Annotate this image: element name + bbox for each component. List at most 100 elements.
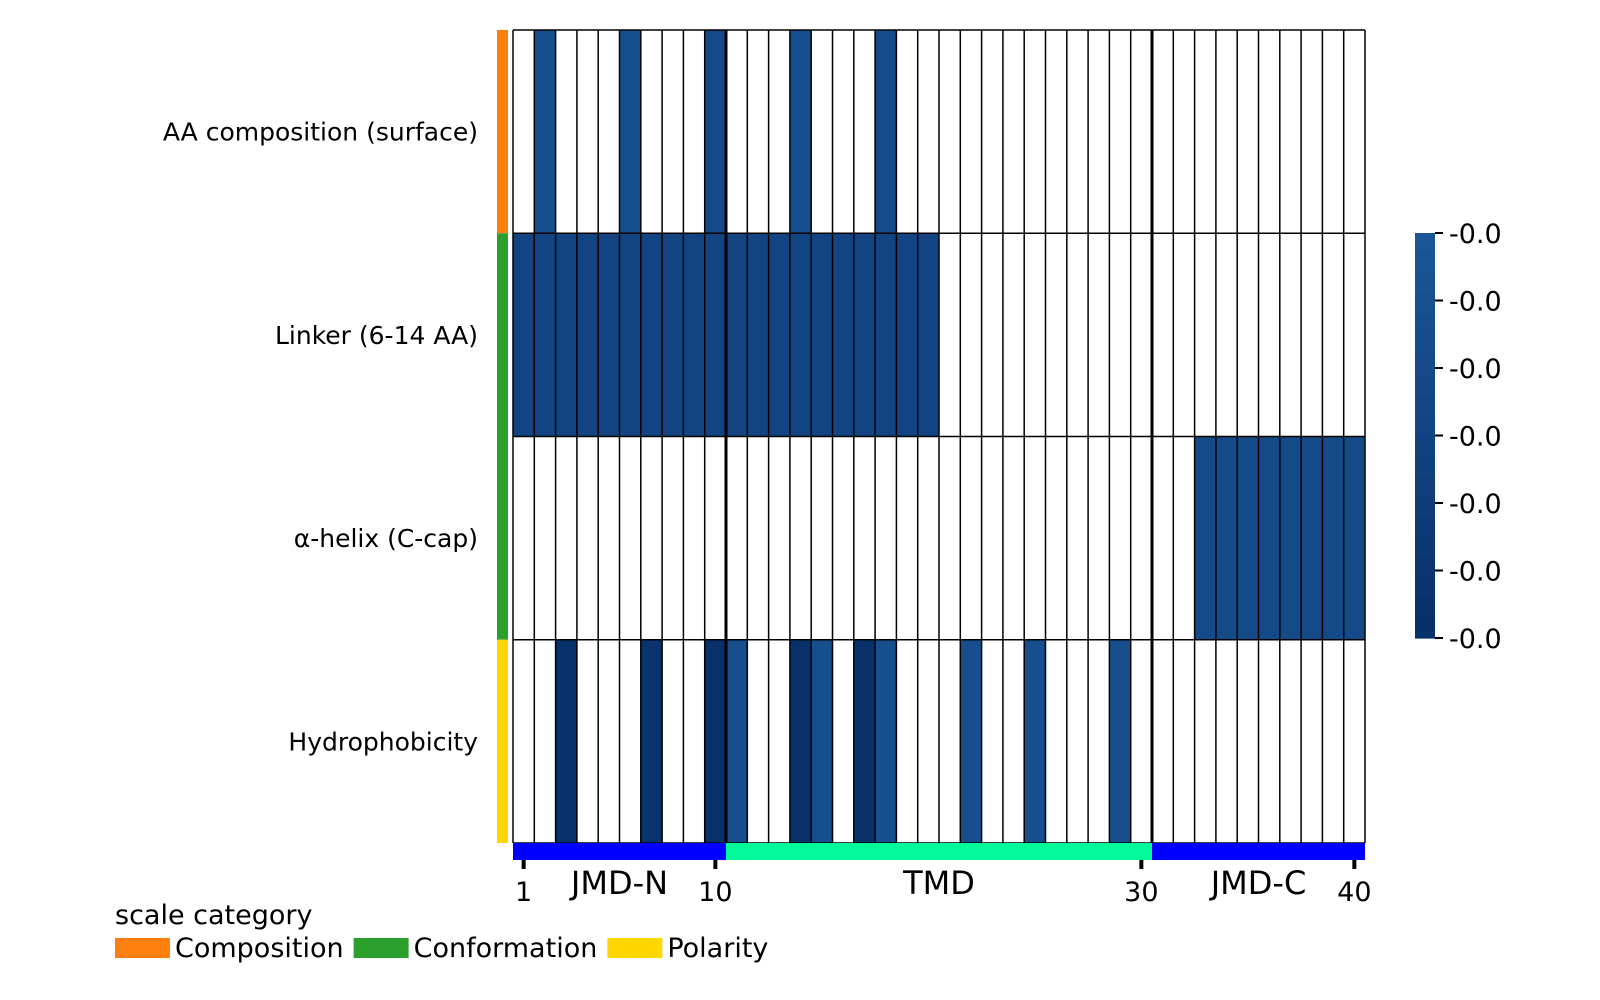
colorbar-segment	[1415, 293, 1435, 315]
colorbar-tick-label: -0.0	[1449, 489, 1502, 520]
colorbar-tick-label: -0.0	[1449, 354, 1502, 385]
heatmap-cell	[832, 233, 854, 437]
x-tick-label: 30	[1124, 877, 1158, 908]
row-labels: AA composition (surface) Linker (6-14 AA)…	[163, 118, 478, 757]
heatmap-cell	[917, 233, 939, 437]
heatmap-cell	[789, 30, 812, 234]
x-tick-label: 10	[698, 877, 732, 908]
heatmap-cell	[853, 233, 876, 437]
heatmap-cell	[811, 233, 833, 437]
part-bar	[1152, 843, 1365, 860]
colorbar-segment	[1415, 536, 1435, 558]
heatmap-cell	[704, 639, 726, 843]
heatmap-cell	[1109, 639, 1131, 843]
heatmap-cell	[1237, 436, 1259, 640]
colorbar-segment	[1415, 233, 1435, 254]
legend-swatch	[353, 938, 409, 958]
x-tick-label: 1	[515, 877, 532, 908]
heatmap-cell	[1301, 436, 1323, 640]
heatmap-cell	[619, 233, 641, 437]
row-label: AA composition (surface)	[163, 118, 478, 147]
heatmap-cell	[555, 639, 577, 843]
legend-label: Conformation	[414, 933, 598, 964]
heatmap-cell	[1258, 436, 1280, 640]
part-label: TMD	[902, 864, 975, 902]
heatmap-cell	[789, 639, 812, 843]
heatmap-cell	[1343, 436, 1365, 640]
sequence-parts: JMD-N TMD JMD-C	[513, 843, 1365, 902]
part-label: JMD-N	[569, 864, 668, 902]
legend: scale category Composition Conformation Po…	[115, 900, 768, 964]
heatmap-cell	[875, 30, 897, 234]
category-bar	[497, 233, 508, 437]
heatmap-cell	[640, 233, 663, 437]
heatmap-cell	[704, 233, 726, 437]
colorbar-tick-label: -0.0	[1449, 287, 1502, 318]
heatmap-cell	[747, 233, 769, 437]
heatmap-cell	[683, 233, 705, 437]
category-bar	[497, 436, 508, 640]
heatmap-cell	[1024, 639, 1046, 843]
heatmap-cell	[704, 30, 726, 234]
heatmap-cell	[960, 639, 982, 843]
part-bar	[513, 843, 726, 860]
heatmap-cell	[1215, 436, 1238, 640]
colorbar-tick-label: -0.0	[1449, 219, 1502, 250]
heatmap-cell	[534, 233, 556, 437]
part-label: JMD-C	[1209, 864, 1307, 902]
heatmap-cell	[726, 233, 748, 437]
heatmap-cell	[726, 639, 748, 843]
colorbar-segment	[1415, 557, 1435, 578]
colorbar-segment	[1415, 273, 1435, 295]
heatmap-cell	[640, 639, 663, 843]
heatmap-cell	[853, 639, 876, 843]
category-bar	[497, 30, 508, 234]
heatmap-cell	[662, 233, 684, 437]
row-label: Hydrophobicity	[288, 727, 478, 756]
colorbar-segment	[1415, 476, 1435, 497]
heatmap-cell	[1194, 436, 1216, 640]
colorbar-segment	[1415, 617, 1435, 639]
heatmap-cell	[896, 233, 918, 437]
heatmap-cell	[789, 233, 812, 437]
legend-label: Composition	[175, 933, 344, 964]
colorbar-tick-label: -0.0	[1449, 624, 1502, 655]
x-tick-label: 40	[1337, 877, 1371, 908]
heatmap-cell	[875, 639, 897, 843]
colorbar-segment	[1415, 354, 1435, 376]
heatmap-grid	[512, 29, 1366, 844]
heatmap-cell	[619, 30, 641, 234]
colorbar-segment	[1415, 334, 1435, 356]
colorbar-segment	[1415, 435, 1435, 457]
heatmap-cell	[875, 233, 897, 437]
colorbar-segment	[1415, 577, 1435, 599]
heatmap-cell	[555, 233, 577, 437]
category-bars	[497, 30, 508, 843]
heatmap-cell	[1322, 436, 1344, 640]
heatmap-cell	[811, 639, 833, 843]
colorbar: -0.0 -0.0 -0.0 -0.0 -0.0 -0.0 -0.0	[1415, 219, 1502, 655]
category-bar	[497, 639, 508, 843]
legend-swatch	[607, 938, 663, 958]
colorbar-segment	[1415, 516, 1435, 538]
heatmap-cell	[534, 30, 556, 234]
colorbar-segment	[1415, 415, 1435, 437]
part-bar	[726, 843, 1152, 860]
colorbar-segment	[1415, 455, 1435, 477]
legend-title: scale category	[115, 900, 312, 931]
row-label: Linker (6-14 AA)	[275, 321, 478, 350]
heatmap-cell	[768, 233, 790, 437]
colorbar-segment	[1415, 597, 1435, 619]
colorbar-segment	[1415, 314, 1435, 335]
row-label: α-helix (C-cap)	[294, 524, 478, 553]
legend-label: Polarity	[667, 933, 768, 964]
heatmap-cell	[513, 233, 535, 437]
colorbar-segment	[1415, 395, 1435, 416]
legend-swatch	[115, 938, 170, 958]
colorbar-segment	[1415, 253, 1435, 275]
heatmap-cell	[576, 233, 599, 437]
x-axis-ticks: 1 10 30 40	[515, 860, 1372, 908]
colorbar-tick-label: -0.0	[1449, 422, 1502, 453]
heatmap-cell	[1279, 436, 1302, 640]
